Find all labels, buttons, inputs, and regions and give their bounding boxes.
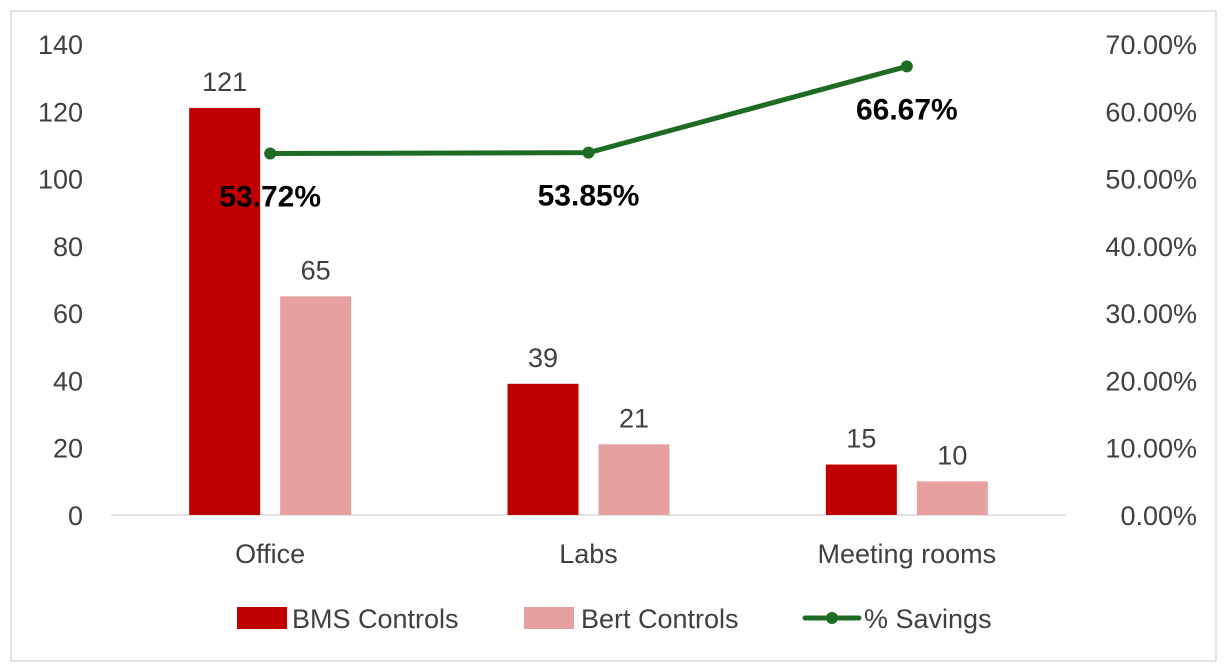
right-axis-tick: 20.00% — [1105, 366, 1197, 396]
bar-value-label: 65 — [301, 255, 331, 285]
bar-value-label: 39 — [528, 343, 558, 373]
right-axis-tick: 0.00% — [1120, 501, 1197, 531]
category-label: Labs — [559, 539, 618, 569]
right-axis-tick: 10.00% — [1105, 434, 1197, 464]
left-axis-tick: 120 — [38, 97, 83, 127]
left-axis-tick: 40 — [53, 366, 83, 396]
bar-bms-controls — [189, 107, 261, 516]
bar-bms-controls — [507, 383, 579, 515]
category-label: Meeting rooms — [818, 539, 997, 569]
legend: BMS Controls Bert Controls % Savings — [237, 604, 992, 634]
savings-value-label: 53.85% — [538, 180, 640, 213]
left-axis: 0 20 40 60 80 100 120 140 — [38, 30, 83, 531]
bar-bert-controls — [280, 296, 352, 515]
bars — [189, 107, 988, 516]
savings-line — [264, 60, 913, 160]
legend-label: Bert Controls — [581, 604, 739, 634]
left-axis-tick: 60 — [53, 299, 83, 329]
left-axis-tick: 20 — [53, 434, 83, 464]
bar-value-label: 10 — [937, 440, 967, 470]
bar-value-label: 21 — [619, 403, 649, 433]
bar-value-label: 121 — [202, 67, 247, 97]
legend-marker — [826, 612, 838, 624]
category-labels: Office Labs Meeting rooms — [235, 539, 996, 569]
left-axis-tick: 0 — [68, 501, 83, 531]
left-axis-tick: 80 — [53, 232, 83, 262]
right-axis-tick: 60.00% — [1105, 97, 1197, 127]
bar-bms-controls — [825, 464, 897, 515]
savings-point — [582, 146, 595, 159]
bar-data-labels: 121 65 39 21 15 10 — [202, 67, 967, 470]
bar-bert-controls — [598, 444, 670, 515]
savings-value-label: 66.67% — [856, 93, 958, 126]
right-axis-tick: 40.00% — [1105, 232, 1197, 262]
left-axis-tick: 100 — [38, 165, 83, 195]
savings-data-labels: 53.72% 53.85% 66.67% — [219, 93, 957, 213]
legend-swatch — [237, 607, 287, 629]
right-axis: 0.00% 10.00% 20.00% 30.00% 40.00% 50.00% 60.00… — [1105, 30, 1197, 531]
bar-value-label: 15 — [846, 424, 876, 454]
left-axis-tick: 140 — [38, 30, 83, 60]
legend-swatch — [524, 607, 574, 629]
savings-point — [264, 147, 277, 160]
savings-point — [900, 60, 913, 73]
right-axis-tick: 70.00% — [1105, 30, 1197, 60]
legend-label: % Savings — [864, 604, 992, 634]
savings-value-label: 53.72% — [219, 181, 321, 214]
right-axis-tick: 50.00% — [1105, 165, 1197, 195]
bar-bert-controls — [916, 481, 988, 515]
right-axis-tick: 30.00% — [1105, 299, 1197, 329]
legend-label: BMS Controls — [292, 604, 459, 634]
category-label: Office — [235, 539, 305, 569]
